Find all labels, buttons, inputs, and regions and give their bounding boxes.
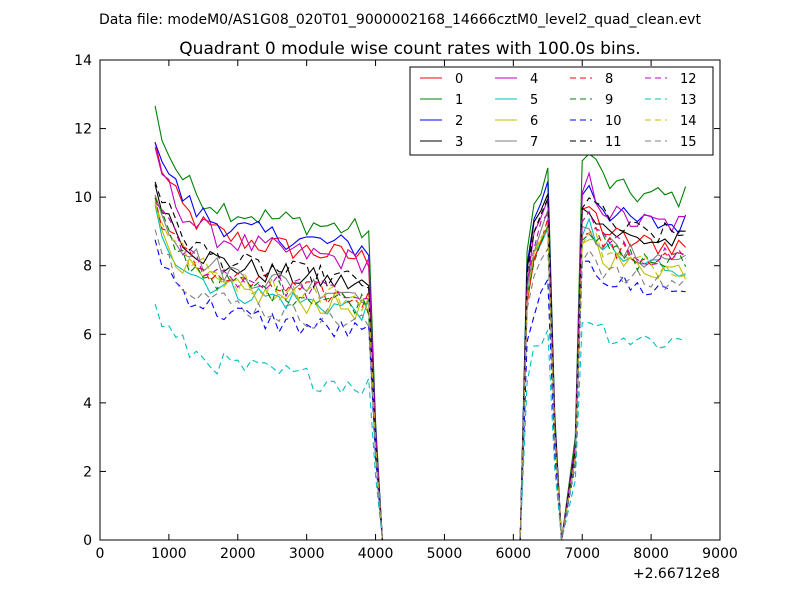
legend-label-6: 6 — [530, 114, 538, 129]
series-line-1 — [154, 105, 687, 541]
x-tick-label: 9000 — [702, 546, 738, 562]
y-tick-label: 14 — [74, 53, 92, 69]
series-line-8 — [154, 197, 686, 541]
series-line-3 — [154, 184, 686, 541]
x-tick-label: 1000 — [151, 546, 187, 562]
legend-label-5: 5 — [530, 93, 538, 108]
x-tick-label: 3000 — [289, 546, 325, 562]
series-line-5 — [154, 204, 686, 541]
series-line-6 — [154, 202, 687, 541]
datafile-label: Data file: modeM0/AS1G08_020T01_90000021… — [99, 12, 701, 28]
legend-label-3: 3 — [455, 135, 463, 150]
y-tick-label: 0 — [83, 533, 92, 549]
series-line-9 — [154, 197, 687, 541]
legend-label-7: 7 — [530, 135, 538, 150]
legend-label-11: 11 — [605, 135, 622, 150]
y-tick-label: 12 — [74, 122, 92, 138]
plot-frame — [99, 59, 721, 541]
x-tick-label: 0 — [96, 546, 105, 562]
legend-label-1: 1 — [455, 93, 463, 108]
y-tick-label: 10 — [74, 190, 92, 206]
legend-label-14: 14 — [680, 114, 697, 129]
series-line-12 — [154, 202, 687, 541]
x-tick-label: 4000 — [358, 546, 394, 562]
series-line-13 — [154, 303, 686, 541]
legend-box — [409, 66, 714, 156]
legend-label-15: 15 — [680, 135, 697, 150]
chart-title: Quadrant 0 module wise count rates with … — [179, 39, 640, 59]
series-line-14 — [154, 202, 686, 541]
series-line-2 — [154, 142, 687, 541]
x-tick-label: 6000 — [496, 546, 532, 562]
legend-label-13: 13 — [680, 93, 697, 108]
series-line-4 — [154, 147, 686, 541]
y-tick-label: 4 — [83, 396, 92, 412]
legend-label-8: 8 — [605, 72, 613, 87]
legend-label-12: 12 — [680, 72, 697, 87]
x-tick-label: 7000 — [564, 546, 600, 562]
series-line-11 — [154, 181, 686, 541]
y-tick-label: 8 — [83, 259, 92, 275]
plot-lines — [154, 105, 687, 541]
legend-label-9: 9 — [605, 93, 613, 108]
legend-label-0: 0 — [455, 72, 463, 87]
y-tick-label: 6 — [83, 327, 92, 343]
series-line-10 — [154, 239, 686, 541]
legend-label-10: 10 — [605, 114, 622, 129]
x-tick-label: 8000 — [633, 546, 669, 562]
y-tick-label: 2 — [83, 464, 92, 480]
x-tick-label: 2000 — [220, 546, 256, 562]
legend-label-2: 2 — [455, 114, 463, 129]
series-line-15 — [154, 229, 686, 541]
legend-label-4: 4 — [530, 72, 538, 87]
axes: 0 1000 2000 3000 4000 5000 6000 7000 8000 9000 0 2 4… — [74, 53, 738, 562]
x-tick-label: 5000 — [427, 546, 463, 562]
series-line-0 — [154, 141, 686, 541]
x-offset-label: +2.66712e8 — [633, 566, 720, 582]
